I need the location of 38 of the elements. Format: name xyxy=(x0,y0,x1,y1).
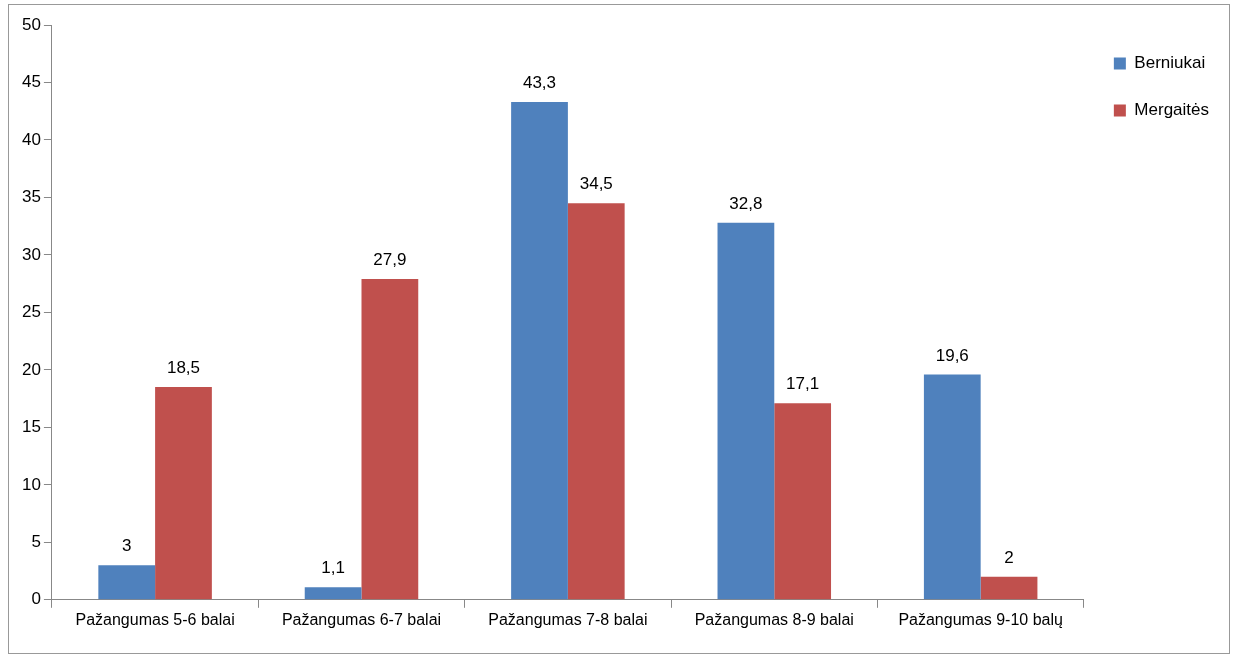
y-tick-label: 50 xyxy=(21,14,41,34)
bar xyxy=(511,102,568,600)
data-label: 19,6 xyxy=(935,345,969,365)
y-tick-label: 0 xyxy=(31,589,41,609)
y-tick-label: 5 xyxy=(31,532,41,552)
bar xyxy=(361,279,419,600)
data-label: 34,5 xyxy=(579,174,613,194)
legend-label: Mergaitės xyxy=(1134,100,1209,120)
y-tick-label: 35 xyxy=(21,187,41,207)
bar xyxy=(304,587,362,600)
bar xyxy=(923,374,981,600)
data-label: 3 xyxy=(121,536,132,556)
data-label: 27,9 xyxy=(373,250,407,270)
x-tick-label: Pažangumas 7-8 balai xyxy=(488,610,648,628)
x-tick-label: Pažangumas 8-9 balai xyxy=(694,610,854,628)
bar xyxy=(155,387,212,600)
data-label: 2 xyxy=(1004,548,1014,567)
y-tick-label: 10 xyxy=(21,474,41,494)
y-tick-label: 20 xyxy=(21,359,41,379)
data-label: 17,1 xyxy=(786,374,820,394)
y-tick-label: 25 xyxy=(21,302,41,322)
y-tick-label: 30 xyxy=(21,244,41,264)
x-tick-label: Pažangumas 6-7 balai xyxy=(281,610,442,628)
y-tick-label: 40 xyxy=(21,129,41,149)
bar xyxy=(567,203,625,600)
bar xyxy=(980,576,1038,600)
y-tick-label: 45 xyxy=(21,72,41,92)
data-label: 18,5 xyxy=(166,358,201,378)
bar xyxy=(774,403,832,600)
y-tick-label: 15 xyxy=(21,417,41,437)
data-label: 32,8 xyxy=(729,193,763,213)
data-label: 43,3 xyxy=(522,73,557,93)
legend-label: Berniukai xyxy=(1134,53,1206,73)
x-tick-label: Pažangumas 9-10 balų xyxy=(898,610,1064,628)
bar xyxy=(98,565,156,600)
bar xyxy=(717,222,775,600)
data-label: 1,1 xyxy=(321,558,345,578)
x-tick-label: Pažangumas 5-6 balai xyxy=(75,610,235,628)
